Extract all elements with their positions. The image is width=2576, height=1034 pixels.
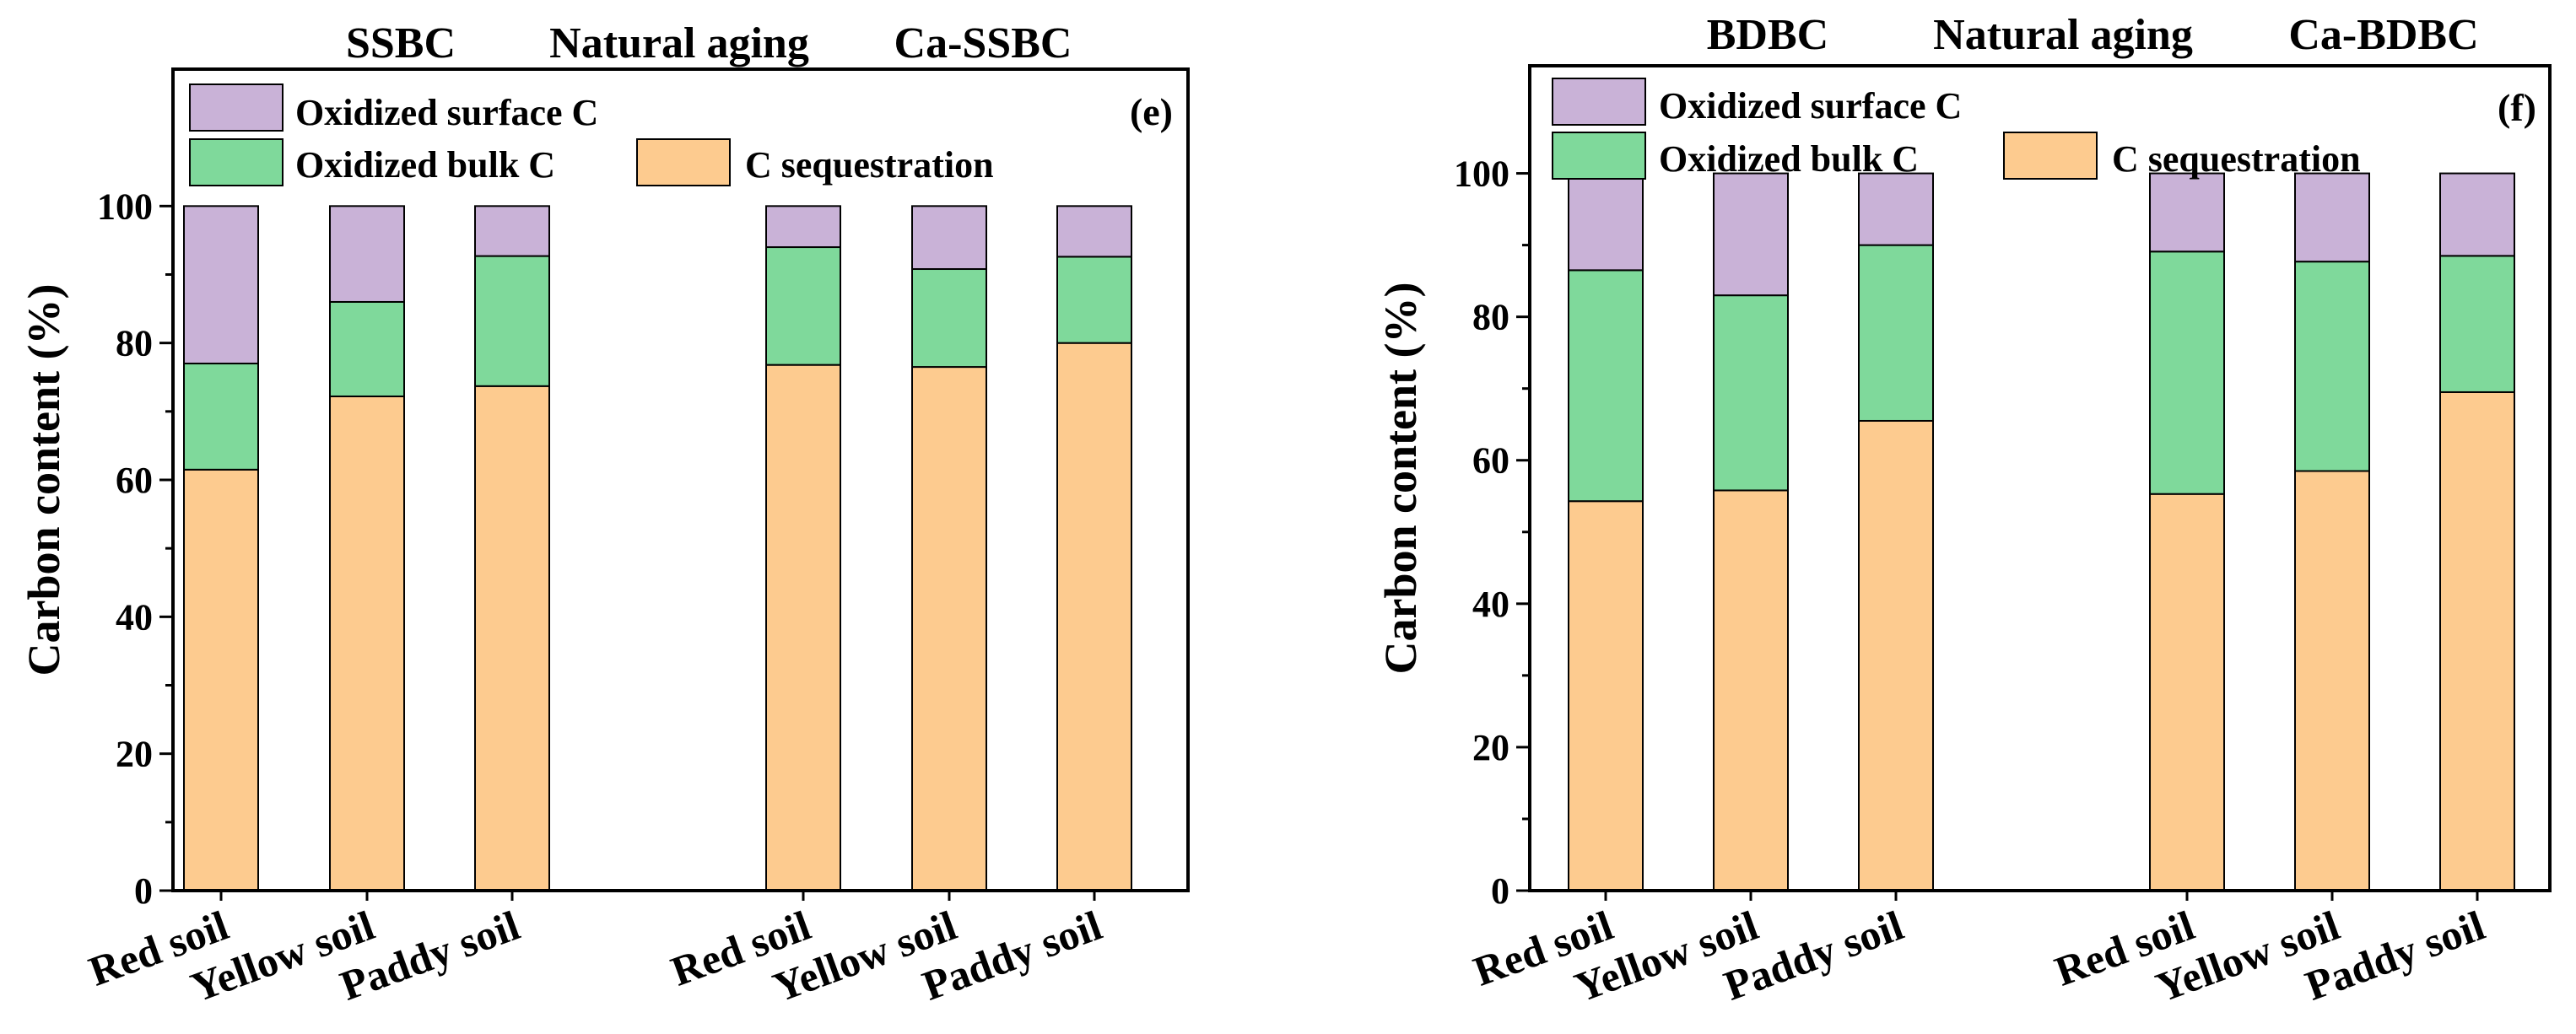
y-tick-label: 80 — [1472, 297, 1509, 338]
y-tick-label: 100 — [1454, 153, 1509, 195]
legend-swatch — [2003, 132, 2098, 180]
y-axis-title: Carbon content (%) — [1375, 283, 1426, 675]
y-tick-label: 100 — [97, 186, 153, 227]
bar-segment — [329, 300, 405, 397]
bar-segment — [1713, 489, 1789, 891]
bar-segment — [1568, 172, 1644, 272]
bar-segment — [1568, 500, 1644, 891]
bar-segment — [2439, 255, 2515, 393]
bar-segment — [1056, 205, 1132, 258]
group-label: BDBC — [1707, 11, 1828, 59]
bar-segment — [1056, 342, 1132, 891]
bar-segment — [911, 205, 987, 271]
bar-segment — [2294, 172, 2370, 263]
y-tick-label: 40 — [1472, 584, 1509, 625]
legend-swatch — [189, 138, 284, 186]
legend-entry: Oxidized bulk C — [295, 144, 555, 186]
group-label: Natural aging — [549, 19, 809, 67]
bar-segment — [329, 205, 405, 303]
bar-segment — [765, 246, 841, 366]
panel-label: (f) — [2498, 86, 2536, 129]
legend-entry: Oxidized surface C — [1659, 85, 1962, 127]
bar-segment — [183, 468, 259, 891]
y-tick-label: 0 — [1491, 870, 1509, 912]
y-tick-label: 0 — [134, 870, 153, 912]
bar-segment — [1713, 172, 1789, 297]
bar-segment — [1568, 269, 1644, 503]
y-tick-label: 20 — [116, 734, 153, 775]
group-label: Ca-BDBC — [2288, 11, 2478, 59]
bar-segment — [2439, 172, 2515, 257]
y-tick-label: 60 — [116, 460, 153, 501]
y-tick-label: 60 — [1472, 440, 1509, 482]
bar-segment — [2149, 250, 2225, 495]
group-label: Ca-SSBC — [894, 19, 1072, 67]
group-label: Natural aging — [1933, 11, 2193, 59]
bar-segment — [911, 366, 987, 891]
legend-swatch — [636, 138, 731, 186]
bar-segment — [474, 205, 550, 257]
bar-segment — [1858, 419, 1934, 891]
bar-segment — [2439, 390, 2515, 891]
bar-segment — [1858, 172, 1934, 246]
legend-swatch — [1552, 78, 1646, 126]
bar-segment — [183, 205, 259, 365]
bar-segment — [2294, 470, 2370, 891]
bar-segment — [2149, 172, 2225, 253]
panel-label: (e) — [1130, 90, 1173, 133]
legend-swatch — [189, 83, 284, 132]
bar-segment — [765, 205, 841, 249]
bar-segment — [474, 385, 550, 891]
bar-segment — [1858, 244, 1934, 422]
bar-segment — [2294, 261, 2370, 472]
bar-segment — [329, 395, 405, 891]
y-axis-title: Carbon content (%) — [19, 284, 69, 676]
y-tick-label: 40 — [116, 596, 153, 638]
legend-entry: C sequestration — [745, 144, 994, 186]
legend-entry: Oxidized bulk C — [1659, 138, 1919, 180]
y-tick-label: 80 — [116, 323, 153, 364]
legend-entry: C sequestration — [2112, 138, 2361, 180]
bar-segment — [1713, 294, 1789, 492]
plot-frame — [1528, 64, 2552, 892]
bar-segment — [2149, 493, 2225, 892]
plot-frame — [171, 67, 1190, 892]
legend-entry: Oxidized surface C — [295, 92, 598, 133]
bar-segment — [1056, 256, 1132, 344]
bar-segment — [183, 363, 259, 471]
bar-segment — [911, 268, 987, 369]
bar-segment — [765, 364, 841, 891]
y-tick-label: 20 — [1472, 727, 1509, 768]
bar-segment — [474, 255, 550, 387]
legend-swatch — [1552, 132, 1646, 180]
group-label: SSBC — [346, 19, 456, 67]
